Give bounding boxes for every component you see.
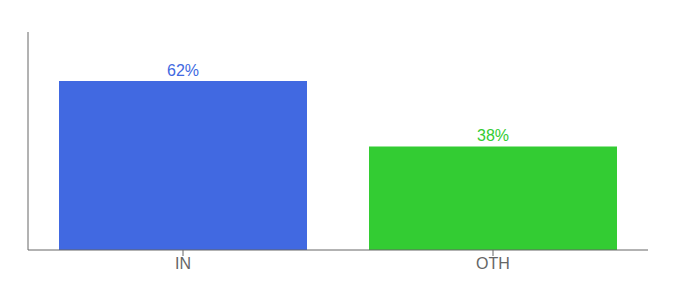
svg-text:38%: 38% (477, 127, 509, 144)
svg-text:IN: IN (175, 255, 191, 272)
svg-text:62%: 62% (167, 62, 199, 79)
svg-text:OTH: OTH (476, 255, 510, 272)
